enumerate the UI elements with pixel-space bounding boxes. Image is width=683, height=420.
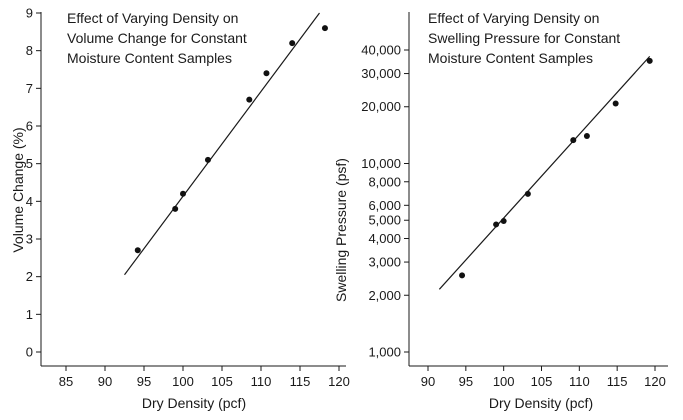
swelling-pressure-chart: Effect of Varying Density on Swelling Pr… [333,10,668,411]
data-point [263,70,270,77]
data-point [172,205,179,212]
y-tick-label: 30,000 [361,66,401,81]
x-tick-label: 120 [644,374,666,389]
fit-line [438,55,651,290]
x-tick-label: 90 [421,374,435,389]
fit-lines [438,55,651,290]
x-tick-label: 95 [459,374,473,389]
y-tick-label: 7 [26,81,33,96]
data-point [321,25,328,32]
data-point [493,221,500,228]
data-point [583,132,590,139]
y-tick-label: 3 [26,232,33,247]
chart-title-line-3: Moisture Content Samples [67,50,232,66]
data-points [134,25,328,254]
y-tick-label: 5 [26,156,33,171]
data-point [612,100,619,107]
data-point [524,190,531,197]
y-tick-label: 3,000 [368,255,401,270]
data-point [289,40,296,47]
data-point [180,190,186,197]
chart-title-line-1: Effect of Varying Density on [67,10,238,26]
x-tick-label: 100 [493,374,515,389]
x-tick-label: 115 [607,374,628,389]
y-tick-label: 4 [26,194,33,209]
y-axis-title: Volume Change (%) [10,127,26,252]
chart-title: Effect of Varying Density on Volume Chan… [67,10,251,66]
y-tick-label: 8,000 [368,174,401,189]
chart-title-line-1: Effect of Varying Density on [428,10,599,26]
x-axis-title: Dry Density (pcf) [489,395,593,411]
y-tick-label: 20,000 [361,99,401,114]
data-point [646,57,653,64]
data-point [500,218,507,225]
data-points [459,57,653,279]
y-tick-label: 40,000 [361,43,401,58]
y-tick-label: 1,000 [368,345,401,360]
y-tick-label: 2 [26,269,33,284]
x-tick-label: 90 [98,374,112,389]
y-tick-label: 1 [26,307,33,322]
chart-title-line-3: Moisture Content Samples [428,50,593,66]
x-tick-label: 110 [569,374,590,389]
x-tick-label: 95 [137,374,151,389]
x-tick-label: 110 [251,374,272,389]
volume-change-chart: Effect of Varying Density on Volume Chan… [10,6,350,412]
data-point [246,96,253,103]
y-tick-label: 4,000 [368,231,401,246]
data-point [459,272,466,279]
y-tick-label: 10,000 [361,156,401,171]
y-tick-label: 2,000 [368,288,401,303]
data-point [570,137,577,144]
y-tick-label: 6 [26,119,33,134]
chart-title-line-2: Swelling Pressure for Constant [428,30,620,46]
x-tick-label: 120 [328,374,350,389]
y-tick-label: 0 [26,345,33,360]
x-ticks: 85 90 95 100 105 110 115 120 [59,366,350,389]
chart-title-line-2: Volume Change for Constant [67,30,247,46]
x-axis-title: Dry Density (pcf) [142,395,246,411]
y-tick-label: 6,000 [368,198,401,213]
y-tick-label: 5,000 [368,213,401,228]
x-tick-label: 105 [211,374,233,389]
y-axis-title: Swelling Pressure (psf) [333,158,349,302]
fit-line [124,12,320,276]
y-tick-label: 8 [26,43,33,58]
x-tick-label: 105 [531,374,553,389]
y-tick-label: 9 [26,6,33,21]
data-point [134,247,141,254]
data-point [204,156,211,163]
y-ticks: 0 1 2 3 4 5 6 7 8 9 [26,6,41,360]
chart-title: Effect of Varying Density on Swelling Pr… [428,10,624,66]
x-ticks: 90 95 100 105 110 115 120 [421,366,666,389]
x-tick-label: 115 [290,374,311,389]
x-tick-label: 100 [172,374,194,389]
fit-lines [124,12,320,276]
x-tick-label: 85 [59,374,73,389]
